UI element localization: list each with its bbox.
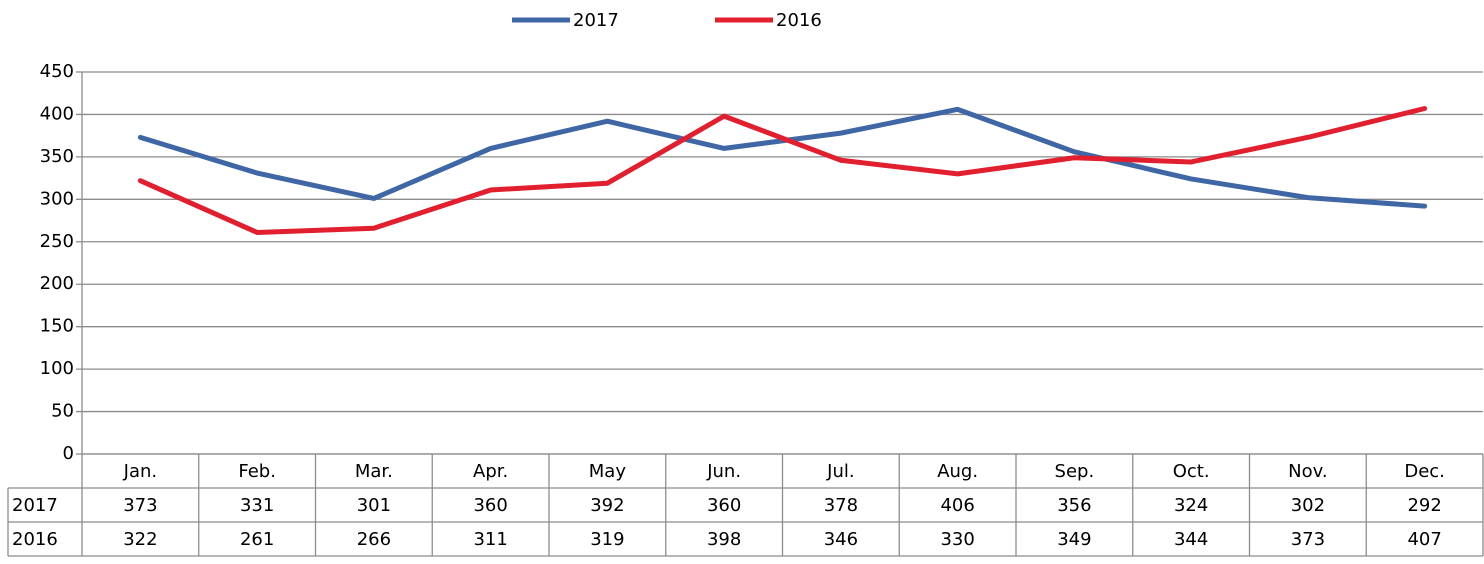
x-tick-label: Oct. xyxy=(1173,461,1210,482)
x-tick-label: Apr. xyxy=(473,461,508,482)
y-tick-label: 50 xyxy=(51,401,74,422)
table-value: 266 xyxy=(357,529,391,550)
series-line xyxy=(137,106,1428,209)
table-value: 319 xyxy=(590,529,624,550)
y-tick-label: 350 xyxy=(40,146,74,167)
table-value: 356 xyxy=(1057,495,1091,516)
legend-label: 2016 xyxy=(776,10,822,31)
table-row-label: 2017 xyxy=(12,495,58,516)
x-tick-label: May xyxy=(589,461,627,482)
y-tick-label: 450 xyxy=(40,61,74,82)
table-value: 302 xyxy=(1291,495,1325,516)
table-value: 301 xyxy=(357,495,391,516)
y-tick-label: 150 xyxy=(40,316,74,337)
x-tick-label: Dec. xyxy=(1404,461,1445,482)
table-value: 349 xyxy=(1057,529,1091,550)
y-tick-label: 200 xyxy=(40,273,74,294)
x-tick-label: Feb. xyxy=(238,461,276,482)
table-value: 324 xyxy=(1174,495,1208,516)
table-value: 346 xyxy=(824,529,858,550)
series-line xyxy=(137,106,1428,235)
table-value: 311 xyxy=(473,529,507,550)
x-tick-label: Aug. xyxy=(937,461,978,482)
x-tick-label: Nov. xyxy=(1288,461,1327,482)
table-value: 398 xyxy=(707,529,741,550)
table-value: 378 xyxy=(824,495,858,516)
table-value: 373 xyxy=(123,495,157,516)
x-tick-label: Sep. xyxy=(1055,461,1095,482)
table-value: 344 xyxy=(1174,529,1208,550)
x-tick-label: Jun. xyxy=(706,461,741,482)
x-tick-label: Jul. xyxy=(826,461,854,482)
table-value: 292 xyxy=(1407,495,1441,516)
table-value: 406 xyxy=(940,495,974,516)
table-value: 360 xyxy=(473,495,507,516)
table-value: 261 xyxy=(240,529,274,550)
y-tick-label: 100 xyxy=(40,358,74,379)
y-tick-label: 400 xyxy=(40,103,74,124)
table-value: 360 xyxy=(707,495,741,516)
table-value: 407 xyxy=(1407,529,1441,550)
table-value: 330 xyxy=(940,529,974,550)
x-tick-label: Mar. xyxy=(355,461,393,482)
table-value: 322 xyxy=(123,529,157,550)
table-value: 392 xyxy=(590,495,624,516)
table-value: 373 xyxy=(1291,529,1325,550)
y-tick-label: 0 xyxy=(63,443,74,464)
y-tick-label: 250 xyxy=(40,231,74,252)
x-tick-label: Jan. xyxy=(123,461,157,482)
y-tick-label: 300 xyxy=(40,188,74,209)
table-row-label: 2016 xyxy=(12,529,58,550)
legend-label: 2017 xyxy=(573,10,619,31)
table-value: 331 xyxy=(240,495,274,516)
